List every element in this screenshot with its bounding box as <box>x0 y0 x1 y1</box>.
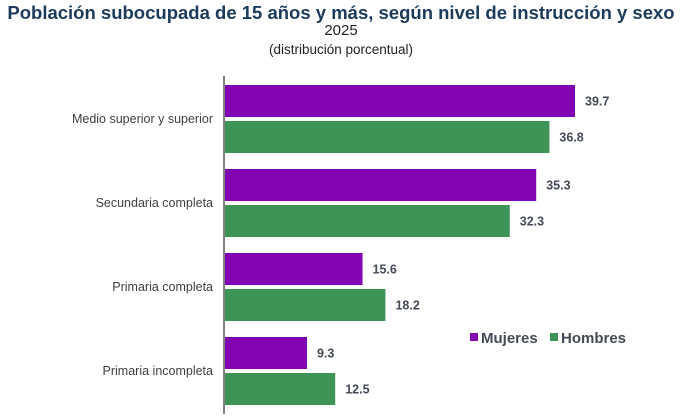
data-label: 36.8 <box>559 131 583 145</box>
chart-title: Población subocupada de 15 años y más, s… <box>7 2 675 23</box>
legend-label-mujeres: Mujeres <box>481 330 538 347</box>
data-label: 39.7 <box>585 95 609 109</box>
category-label: Secundaria completa <box>96 196 213 210</box>
bar-hombres <box>225 373 336 405</box>
bar-mujeres <box>225 337 307 369</box>
category-label: Primaria completa <box>112 280 213 294</box>
bar-mujeres <box>225 253 363 285</box>
bar-hombres <box>225 205 510 237</box>
category-label: Primaria incompleta <box>103 364 214 378</box>
bar-hombres <box>225 121 550 153</box>
legend-label-hombres: Hombres <box>561 330 626 347</box>
data-label: 35.3 <box>546 179 570 193</box>
bar-mujeres <box>225 169 537 201</box>
data-label: 12.5 <box>345 383 369 397</box>
legend-swatch-mujeres <box>470 333 478 341</box>
data-label: 18.2 <box>395 299 419 313</box>
data-label: 32.3 <box>520 215 544 229</box>
legend-swatch-hombres <box>550 333 558 341</box>
data-label: 15.6 <box>373 263 397 277</box>
chart-subtitle-unit: (distribución porcentual) <box>268 42 414 57</box>
bar-mujeres <box>225 85 575 117</box>
chart-subtitle-year: 2025 <box>324 22 358 39</box>
category-label: Medio superior y superior <box>72 112 213 126</box>
data-label: 9.3 <box>317 347 334 361</box>
bar-hombres <box>225 289 386 321</box>
